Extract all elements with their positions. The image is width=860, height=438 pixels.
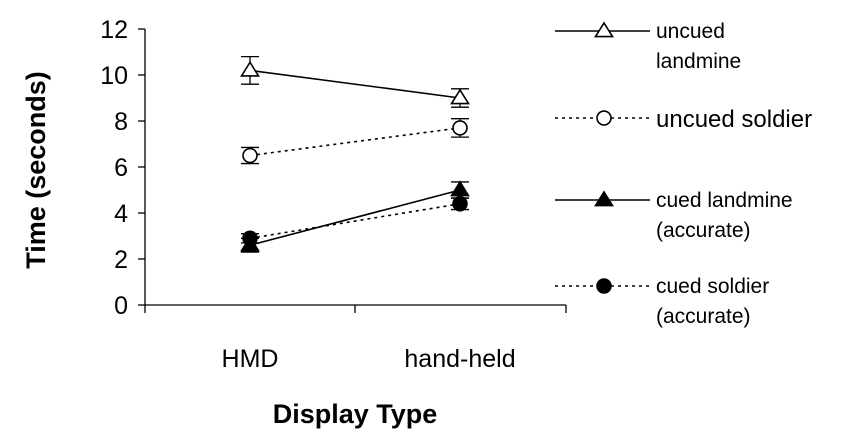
legend: uncued landmine uncued soldier cued landmin… xyxy=(555,20,812,328)
legend-item: cued soldier (accurate) xyxy=(555,275,769,328)
series-uncued-soldier xyxy=(241,118,469,165)
data-point-marker xyxy=(596,278,612,294)
legend-label: uncued soldier xyxy=(656,106,812,133)
series-cued-landmine-accurate- xyxy=(240,180,470,253)
data-point-marker xyxy=(594,21,614,38)
y-tick-label: 4 xyxy=(114,200,128,228)
series-line xyxy=(249,203,461,240)
y-tick-label: 12 xyxy=(100,16,128,44)
series-line xyxy=(249,69,461,99)
legend-label: landmine xyxy=(656,50,741,73)
data-point-marker xyxy=(242,147,258,164)
legend-label: (accurate) xyxy=(656,305,751,328)
data-point-marker xyxy=(450,88,470,105)
data-point-marker xyxy=(452,196,468,212)
y-axis-title: Time (seconds) xyxy=(21,71,51,269)
y-axis-ticks: 0 2 4 6 8 10 12 xyxy=(100,16,145,320)
legend-item: uncued soldier xyxy=(555,106,812,133)
legend-label: cued landmine xyxy=(656,189,793,212)
x-tick-label: HMD xyxy=(222,345,279,373)
data-point-marker xyxy=(452,120,468,136)
legend-item: cued landmine (accurate) xyxy=(555,189,793,242)
data-point-marker xyxy=(242,230,258,247)
legend-label: cued soldier xyxy=(656,275,769,298)
x-axis-ticks: HMD hand-held xyxy=(144,305,567,373)
y-tick-label: 0 xyxy=(114,292,128,320)
plot-area xyxy=(240,55,470,253)
legend-label: (accurate) xyxy=(656,219,751,242)
y-tick-label: 2 xyxy=(114,246,128,274)
series-cued-soldier-accurate- xyxy=(241,196,469,247)
series-uncued-landmine xyxy=(240,55,470,108)
y-tick-label: 10 xyxy=(100,62,128,90)
data-point-marker xyxy=(240,60,260,77)
x-tick-label: hand-held xyxy=(404,345,515,373)
data-point-marker xyxy=(596,110,612,126)
data-point-marker xyxy=(450,180,470,197)
series-line xyxy=(249,189,461,246)
y-tick-label: 6 xyxy=(114,154,128,182)
series-line xyxy=(249,127,461,157)
y-tick-label: 8 xyxy=(114,108,128,136)
legend-item: uncued landmine xyxy=(555,20,741,73)
x-axis-title: Display Type xyxy=(273,399,438,429)
data-point-marker xyxy=(594,190,614,207)
legend-label: uncued xyxy=(656,20,725,43)
